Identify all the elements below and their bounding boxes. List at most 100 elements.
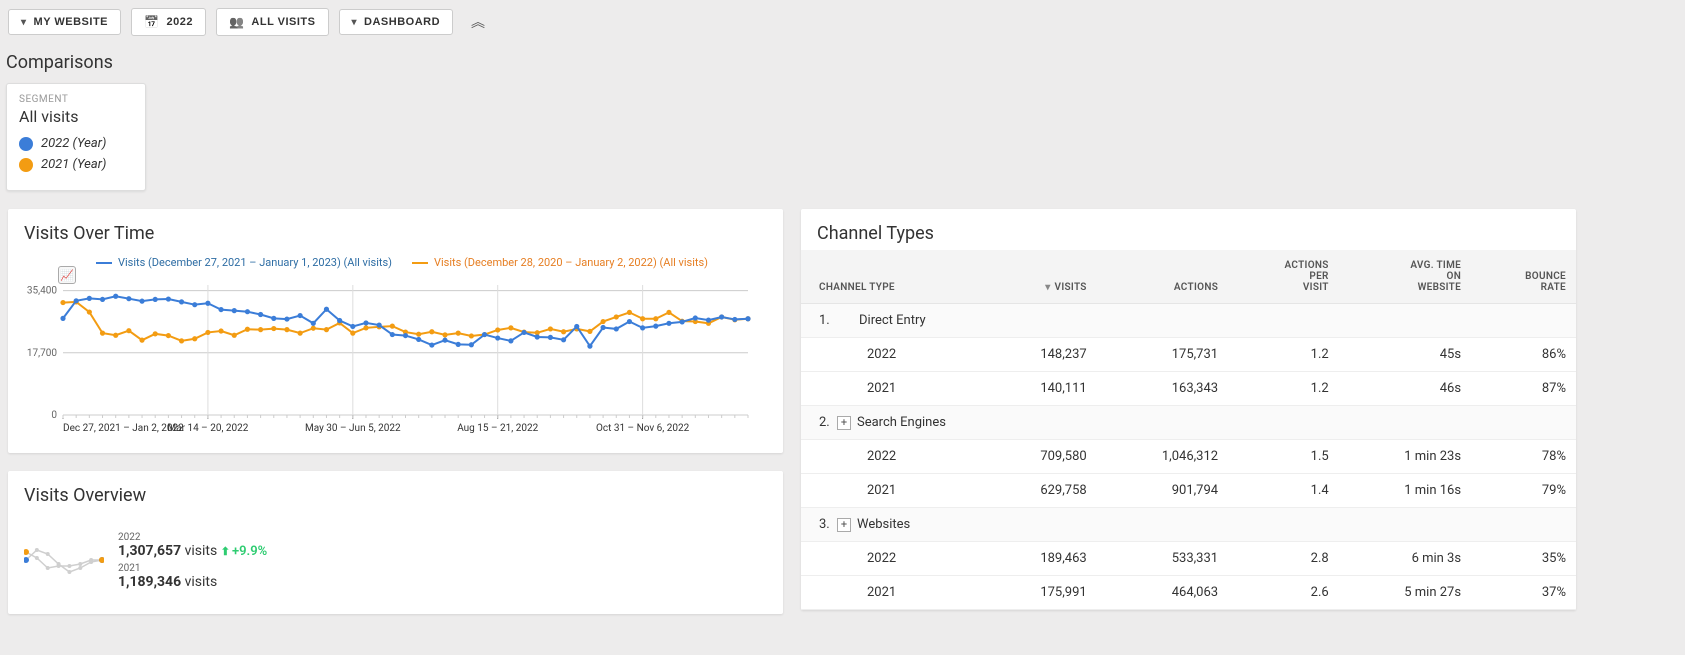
table-cell: 533,331 xyxy=(1097,542,1228,576)
table-cell: 5 min 27s xyxy=(1339,576,1471,610)
overview-sparkline xyxy=(24,546,104,576)
expand-icon[interactable]: + xyxy=(837,518,851,532)
table-group-row[interactable]: 3.+ Websites xyxy=(801,508,1576,542)
table-header-cell[interactable]: AVG. TIMEONWEBSITE xyxy=(1339,250,1471,304)
chart-legend-a: Visits (December 27, 2021 – January 1, 2… xyxy=(118,256,392,269)
table-header-cell[interactable]: VISITS xyxy=(982,250,1096,304)
metric-picker-icon[interactable]: 📈 xyxy=(58,266,76,284)
group-index: 2. xyxy=(819,415,837,430)
table-cell: 2022 xyxy=(801,440,982,474)
overview-year-b: 2021 xyxy=(118,563,267,574)
table-header-cell[interactable]: ACTIONS xyxy=(1097,250,1228,304)
svg-text:Aug 15 – 21, 2022: Aug 15 – 21, 2022 xyxy=(457,423,538,433)
table-cell: 2.8 xyxy=(1228,542,1339,576)
table-row[interactable]: 2022709,5801,046,3121.51 min 23s78% xyxy=(801,440,1576,474)
table-group-row[interactable]: 1. Direct Entry xyxy=(801,304,1576,338)
visits-over-time-title: Visits Over Time xyxy=(8,209,783,250)
legend-dot xyxy=(19,137,33,151)
group-name: Direct Entry xyxy=(859,313,926,328)
legend-item: 2022 (Year) xyxy=(19,136,133,151)
calendar-icon xyxy=(144,15,159,29)
table-cell: 1.2 xyxy=(1228,372,1339,406)
table-header-row: CHANNEL TYPEVISITSACTIONSACTIONSPERVISIT… xyxy=(801,250,1576,304)
table-cell: 1 min 23s xyxy=(1339,440,1471,474)
visits-overview-panel: Visits Overview 2022 1,307,657 visits +9… xyxy=(8,471,783,614)
group-name: Search Engines xyxy=(857,415,946,430)
overview-year-a: 2022 xyxy=(118,532,267,543)
double-chevron-up-icon: ︽ xyxy=(471,14,485,30)
table-cell: 1.4 xyxy=(1228,474,1339,508)
chevron-down-icon xyxy=(21,16,27,28)
svg-text:0: 0 xyxy=(51,410,57,421)
table-cell: 87% xyxy=(1471,372,1576,406)
table-cell: 2021 xyxy=(801,576,982,610)
legend-label: 2021 (Year) xyxy=(41,157,106,172)
legend-item: 2021 (Year) xyxy=(19,157,133,172)
table-row[interactable]: 2021140,111163,3431.246s87% xyxy=(801,372,1576,406)
table-cell: 175,731 xyxy=(1097,338,1228,372)
legend-line-b xyxy=(412,262,428,264)
sort-indicator-icon xyxy=(1045,282,1054,293)
legend-line-a xyxy=(96,262,112,264)
table-cell: 78% xyxy=(1471,440,1576,474)
table-cell: 2022 xyxy=(801,542,982,576)
table-cell: 464,063 xyxy=(1097,576,1228,610)
group-name: Websites xyxy=(857,517,910,532)
table-cell: 629,758 xyxy=(982,474,1096,508)
view-selector-label: DASHBOARD xyxy=(364,16,440,28)
svg-text:May 30 – Jun 5, 2022: May 30 – Jun 5, 2022 xyxy=(305,423,401,433)
overview-unit-b: visits xyxy=(185,574,218,590)
table-cell: 1.5 xyxy=(1228,440,1339,474)
table-cell: 901,794 xyxy=(1097,474,1228,508)
segment-selector-label: ALL VISITS xyxy=(251,16,315,28)
legend-dot xyxy=(19,158,33,172)
table-row[interactable]: 2022148,237175,7311.245s86% xyxy=(801,338,1576,372)
table-cell: 189,463 xyxy=(982,542,1096,576)
group-index: 1. xyxy=(819,313,837,328)
date-range-selector[interactable]: 2022 xyxy=(131,8,206,36)
table-cell: 79% xyxy=(1471,474,1576,508)
table-cell: 35% xyxy=(1471,542,1576,576)
segment-label: SEGMENT xyxy=(19,94,133,105)
svg-text:Oct 31 – Nov 6, 2022: Oct 31 – Nov 6, 2022 xyxy=(596,423,690,433)
overview-delta: +9.9% xyxy=(232,544,267,559)
chevron-down-icon xyxy=(352,16,358,28)
table-row[interactable]: 2021175,991464,0632.65 min 27s37% xyxy=(801,576,1576,610)
svg-text:Dec 27, 2021 – Jan 2, 2022: Dec 27, 2021 – Jan 2, 2022 xyxy=(63,423,184,433)
table-cell: 175,991 xyxy=(982,576,1096,610)
table-cell: 2021 xyxy=(801,474,982,508)
table-header-cell[interactable]: CHANNEL TYPE xyxy=(801,250,982,304)
chart-legend-b: Visits (December 28, 2020 – January 2, 2… xyxy=(434,256,708,269)
group-index: 3. xyxy=(819,517,837,532)
table-cell: 2.6 xyxy=(1228,576,1339,610)
table-group-row[interactable]: 2.+ Search Engines xyxy=(801,406,1576,440)
table-row[interactable]: 2021629,758901,7941.41 min 16s79% xyxy=(801,474,1576,508)
table-header-cell[interactable]: ACTIONSPERVISIT xyxy=(1228,250,1339,304)
segment-title: All visits xyxy=(19,107,133,126)
chart-legend: Visits (December 27, 2021 – January 1, 2… xyxy=(18,256,773,269)
visits-line-chart[interactable]: 017,70035,400Dec 27, 2021 – Jan 2, 2022M… xyxy=(18,273,758,433)
table-cell: 6 min 3s xyxy=(1339,542,1471,576)
table-cell: 1.2 xyxy=(1228,338,1339,372)
top-toolbar: MY WEBSITE 2022 ALL VISITS DASHBOARD ︽ xyxy=(0,0,1685,52)
website-selector[interactable]: MY WEBSITE xyxy=(8,9,121,35)
collapse-toolbar-button[interactable]: ︽ xyxy=(463,8,493,36)
table-cell: 45s xyxy=(1339,338,1471,372)
table-header-cell[interactable]: BOUNCERATE xyxy=(1471,250,1576,304)
table-cell: 46s xyxy=(1339,372,1471,406)
date-range-label: 2022 xyxy=(166,16,192,28)
view-selector[interactable]: DASHBOARD xyxy=(339,9,454,35)
channel-types-title: Channel Types xyxy=(801,209,1576,250)
segment-selector[interactable]: ALL VISITS xyxy=(216,8,329,36)
svg-text:Mar 14 – 20, 2022: Mar 14 – 20, 2022 xyxy=(167,423,248,433)
overview-value-a: 1,307,657 xyxy=(118,543,181,559)
channel-types-panel: Channel Types CHANNEL TYPEVISITSACTIONSA… xyxy=(801,209,1576,610)
table-cell: 37% xyxy=(1471,576,1576,610)
table-row[interactable]: 2022189,463533,3312.86 min 3s35% xyxy=(801,542,1576,576)
comparisons-heading: Comparisons xyxy=(0,52,1685,83)
comparison-segment-card[interactable]: SEGMENT All visits 2022 (Year) 2021 (Year… xyxy=(6,83,146,191)
segment-legend: 2022 (Year) 2021 (Year) xyxy=(19,136,133,172)
overview-value-b: 1,189,346 xyxy=(118,574,181,590)
expand-icon[interactable]: + xyxy=(837,416,851,430)
svg-text:17,700: 17,700 xyxy=(27,348,57,359)
